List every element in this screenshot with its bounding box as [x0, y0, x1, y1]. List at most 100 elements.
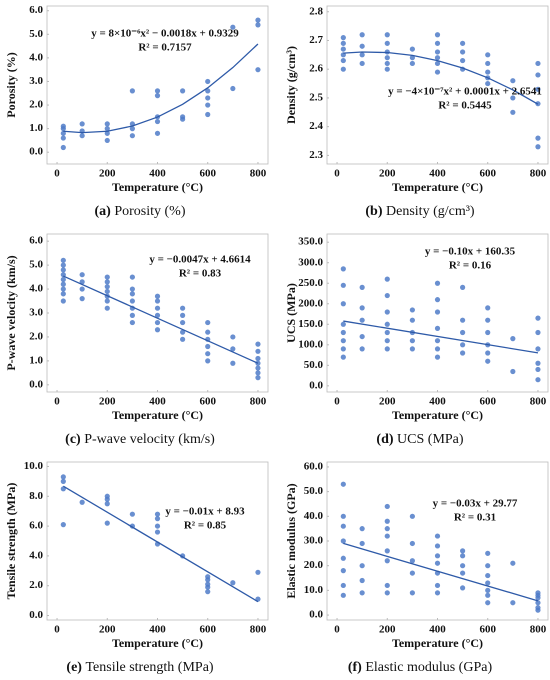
- trend-line: [343, 542, 539, 602]
- r-squared: R² = 0.5445: [438, 100, 492, 112]
- y-tick-label: 2.4: [309, 120, 323, 132]
- data-point: [510, 78, 516, 84]
- x-tick-label: 0: [334, 168, 340, 180]
- data-point: [409, 307, 415, 313]
- data-point: [79, 279, 85, 285]
- data-point: [434, 60, 441, 67]
- data-point: [79, 286, 85, 292]
- data-point: [434, 582, 441, 589]
- y-tick-label: 4.0: [29, 51, 43, 63]
- data-point: [434, 338, 441, 344]
- data-point: [154, 312, 161, 318]
- data-point: [384, 346, 390, 352]
- data-point: [180, 88, 186, 94]
- caption: (e) Tensile strength (MPa): [66, 660, 213, 675]
- equation: y = −0.01x + 8.93: [165, 506, 245, 518]
- x-tick-label: 600: [479, 168, 496, 180]
- data-point: [485, 587, 491, 593]
- data-point: [384, 55, 390, 61]
- data-point: [129, 88, 135, 94]
- data-point: [60, 478, 66, 484]
- data-point: [384, 66, 390, 72]
- data-point: [154, 118, 161, 125]
- data-point: [230, 360, 236, 366]
- data-point: [434, 543, 441, 549]
- data-point: [359, 305, 365, 311]
- data-point: [359, 284, 365, 290]
- data-point: [384, 518, 390, 524]
- data-point: [510, 95, 516, 101]
- data-point: [60, 135, 66, 141]
- caption-label: (d): [376, 432, 393, 447]
- x-axis-title: Temperature (°C): [112, 408, 203, 422]
- plot-frame: [46, 461, 269, 621]
- caption-text: Porosity (%): [114, 204, 186, 219]
- data-point: [340, 329, 346, 336]
- r-squared: R² = 0.16: [449, 260, 492, 272]
- data-point: [434, 32, 441, 38]
- y-axis-title: UCS (MPa): [284, 283, 298, 343]
- caption: (a) Porosity (%): [95, 204, 186, 219]
- data-point: [460, 329, 466, 336]
- data-point: [340, 35, 346, 41]
- x-tick-label: 0: [54, 168, 60, 180]
- y-axis-title: Porosity (%): [4, 52, 18, 117]
- data-point: [485, 80, 491, 87]
- caption-label: (e): [66, 660, 82, 675]
- data-point: [384, 276, 390, 282]
- data-point: [154, 516, 161, 522]
- x-tick-label: 200: [379, 396, 396, 408]
- data-point: [384, 590, 390, 596]
- data-point: [485, 592, 491, 598]
- data-point: [205, 95, 211, 101]
- y-tick-label: 2.0: [29, 579, 43, 591]
- y-tick-label: 3.0: [29, 307, 43, 319]
- data-point: [485, 600, 491, 606]
- data-point: [460, 284, 466, 290]
- data-point: [79, 272, 85, 278]
- data-point: [434, 69, 441, 75]
- data-point: [129, 133, 135, 139]
- y-tick-label: 150.0: [298, 318, 323, 330]
- data-point: [384, 533, 390, 539]
- data-point: [460, 585, 466, 591]
- trend-line: [63, 275, 259, 364]
- x-tick-label: 200: [99, 396, 116, 408]
- data-point: [485, 305, 491, 311]
- data-point: [535, 60, 541, 67]
- caption: (f) Elastic modulus (GPa): [348, 660, 493, 675]
- r-squared: R² = 0.31: [454, 512, 496, 524]
- data-point: [129, 298, 135, 304]
- data-point: [485, 317, 491, 323]
- data-point: [434, 354, 441, 360]
- data-point: [409, 346, 415, 352]
- data-point: [384, 526, 390, 532]
- data-point: [205, 319, 211, 326]
- data-point: [409, 590, 415, 596]
- equation: y = −0.0047x + 4.6614: [149, 254, 251, 266]
- y-tick-label: 1.0: [29, 354, 43, 366]
- data-point: [340, 40, 346, 46]
- x-axis-title: Temperature (°C): [392, 408, 483, 422]
- data-point: [180, 329, 186, 335]
- equation: y = −4×10⁻⁷x² + 0.0001x + 2.6541: [388, 86, 542, 98]
- y-tick-label: 1.0: [29, 122, 43, 134]
- data-point: [60, 262, 66, 268]
- data-point: [340, 57, 346, 64]
- data-point: [359, 526, 365, 532]
- data-point: [359, 577, 365, 584]
- data-point: [104, 288, 110, 295]
- data-point: [384, 329, 390, 336]
- data-point: [104, 501, 110, 507]
- x-tick-label: 400: [429, 396, 446, 408]
- data-point: [434, 40, 441, 46]
- y-tick-label: 2.0: [29, 99, 43, 111]
- data-point: [535, 360, 541, 366]
- y-tick-label: 30.0: [304, 535, 324, 547]
- data-point: [230, 85, 236, 92]
- data-point: [409, 60, 415, 67]
- data-point: [340, 321, 346, 327]
- data-point: [205, 329, 211, 335]
- x-tick-label: 600: [199, 624, 216, 636]
- data-point: [535, 315, 541, 321]
